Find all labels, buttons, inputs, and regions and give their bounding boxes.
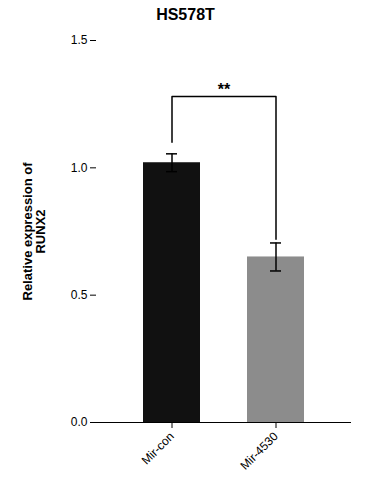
svg-text:Relative expression ofRUNX2: Relative expression ofRUNX2 — [20, 162, 48, 301]
svg-text:0.5: 0.5 — [71, 288, 88, 302]
svg-text:0.0: 0.0 — [71, 415, 88, 429]
html-text:HS578T: HS578T — [156, 6, 215, 23]
svg-text:1.0: 1.0 — [71, 161, 88, 175]
svg-text:**: ** — [218, 81, 231, 98]
svg-text:Mir-con: Mir-con — [139, 429, 177, 467]
svg-text:Mir-4530: Mir-4530 — [237, 429, 281, 473]
svg-text:1.5: 1.5 — [71, 33, 88, 47]
